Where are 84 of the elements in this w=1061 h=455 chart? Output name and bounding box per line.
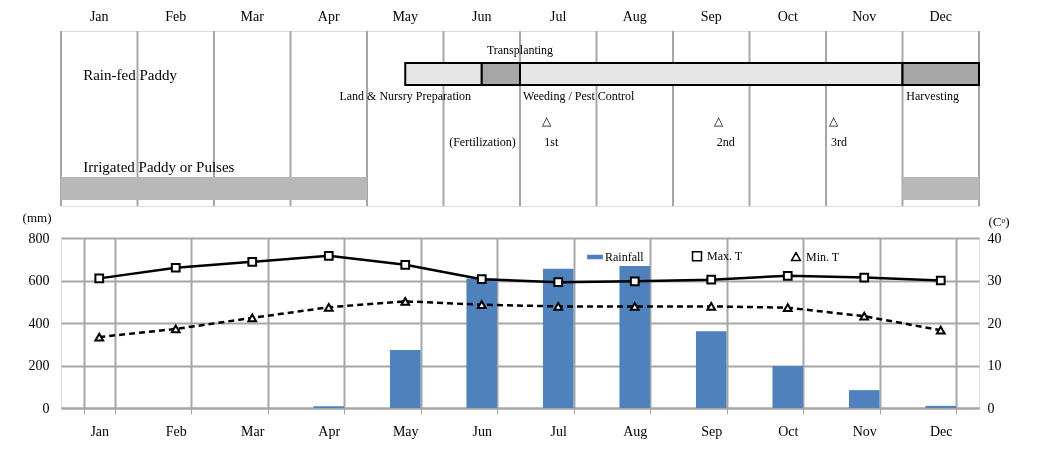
category-label: May — [392, 8, 419, 24]
point — [170, 262, 181, 273]
text: △ — [829, 114, 840, 128]
text: Land & Nursry Preparation — [339, 89, 472, 103]
y2-tick-label: 0 — [987, 400, 995, 416]
x-tick-label: Dec — [929, 423, 953, 439]
y2-tick-label: 40 — [987, 230, 1002, 246]
point — [170, 324, 181, 334]
x-tick-label: Aug — [623, 423, 648, 439]
point — [629, 302, 640, 311]
x-tick-label: Jul — [550, 423, 568, 439]
bar — [925, 405, 957, 408]
y2-tick-label: 10 — [987, 358, 1002, 373]
point — [476, 274, 487, 285]
legend-label: Rainfall — [605, 250, 645, 264]
bar — [466, 278, 498, 408]
point — [629, 276, 640, 287]
text: Irrigated Paddy or Pulses — [83, 159, 235, 175]
text: 3rd — [831, 135, 848, 149]
y2-tick-label: 30 — [987, 273, 1002, 288]
bar — [619, 266, 651, 408]
point — [782, 303, 793, 313]
category-label: Aug — [622, 8, 647, 24]
category-label: Apr — [317, 8, 340, 24]
bar — [848, 390, 880, 408]
point — [400, 296, 411, 306]
text: Harvesting — [906, 89, 959, 103]
x-tick-label: Jan — [90, 423, 110, 439]
bar — [695, 331, 727, 408]
point — [935, 325, 946, 335]
x-tick-label: May — [392, 423, 419, 439]
point — [859, 272, 870, 283]
y-axis-title: (mm) — [22, 209, 52, 225]
text: △ — [542, 114, 553, 128]
point — [247, 313, 258, 323]
x-tick-label: Mar — [241, 423, 265, 439]
y-tick-label: 200 — [28, 358, 50, 373]
text: 1st — [544, 135, 560, 149]
y2-axis-title: (Cᵒ) — [988, 214, 1010, 229]
bar — [542, 268, 574, 408]
bar — [772, 365, 804, 408]
x-tick-label: Nov — [852, 423, 877, 439]
category-label: Jan — [89, 8, 109, 24]
point — [706, 274, 717, 285]
y2-tick-label: 20 — [987, 315, 1002, 331]
bar — [389, 349, 421, 408]
x-tick-label: Sep — [701, 423, 723, 439]
text: Rain-fed Paddy — [83, 67, 178, 83]
category-label: Jun — [472, 8, 492, 24]
text: △ — [714, 114, 725, 128]
point — [323, 250, 334, 261]
legend-label: Min. T — [806, 249, 840, 264]
point — [553, 277, 564, 288]
point — [553, 302, 564, 311]
y-tick-label: 0 — [42, 400, 50, 416]
y-tick-label: 800 — [28, 230, 50, 246]
point — [706, 302, 717, 311]
point — [476, 300, 487, 310]
text: (Fertilization) — [449, 135, 516, 149]
legend-label: Max. T — [707, 249, 743, 264]
category-label: Nov — [852, 8, 877, 24]
point — [782, 270, 793, 281]
category-label: Jul — [550, 8, 567, 24]
point — [247, 256, 258, 267]
point — [400, 259, 411, 270]
text: 2nd — [716, 135, 735, 149]
y-tick-label: 600 — [28, 273, 50, 288]
category-label: Dec — [929, 8, 953, 24]
text: Weeding / Pest Control — [523, 89, 636, 103]
point — [935, 275, 946, 286]
point — [323, 302, 334, 312]
y-tick-label: 400 — [28, 315, 50, 331]
x-tick-label: Oct — [778, 423, 799, 439]
x-tick-label: Feb — [165, 423, 187, 439]
category-label: Oct — [777, 8, 798, 24]
category-label: Sep — [700, 8, 722, 24]
text: Transplanting — [486, 43, 554, 57]
x-tick-label: Jun — [472, 423, 492, 439]
point — [94, 332, 105, 342]
category-label: Mar — [240, 8, 265, 24]
category-label: Feb — [165, 8, 187, 24]
point — [859, 311, 870, 321]
x-tick-label: Apr — [318, 423, 341, 439]
point — [94, 273, 105, 284]
